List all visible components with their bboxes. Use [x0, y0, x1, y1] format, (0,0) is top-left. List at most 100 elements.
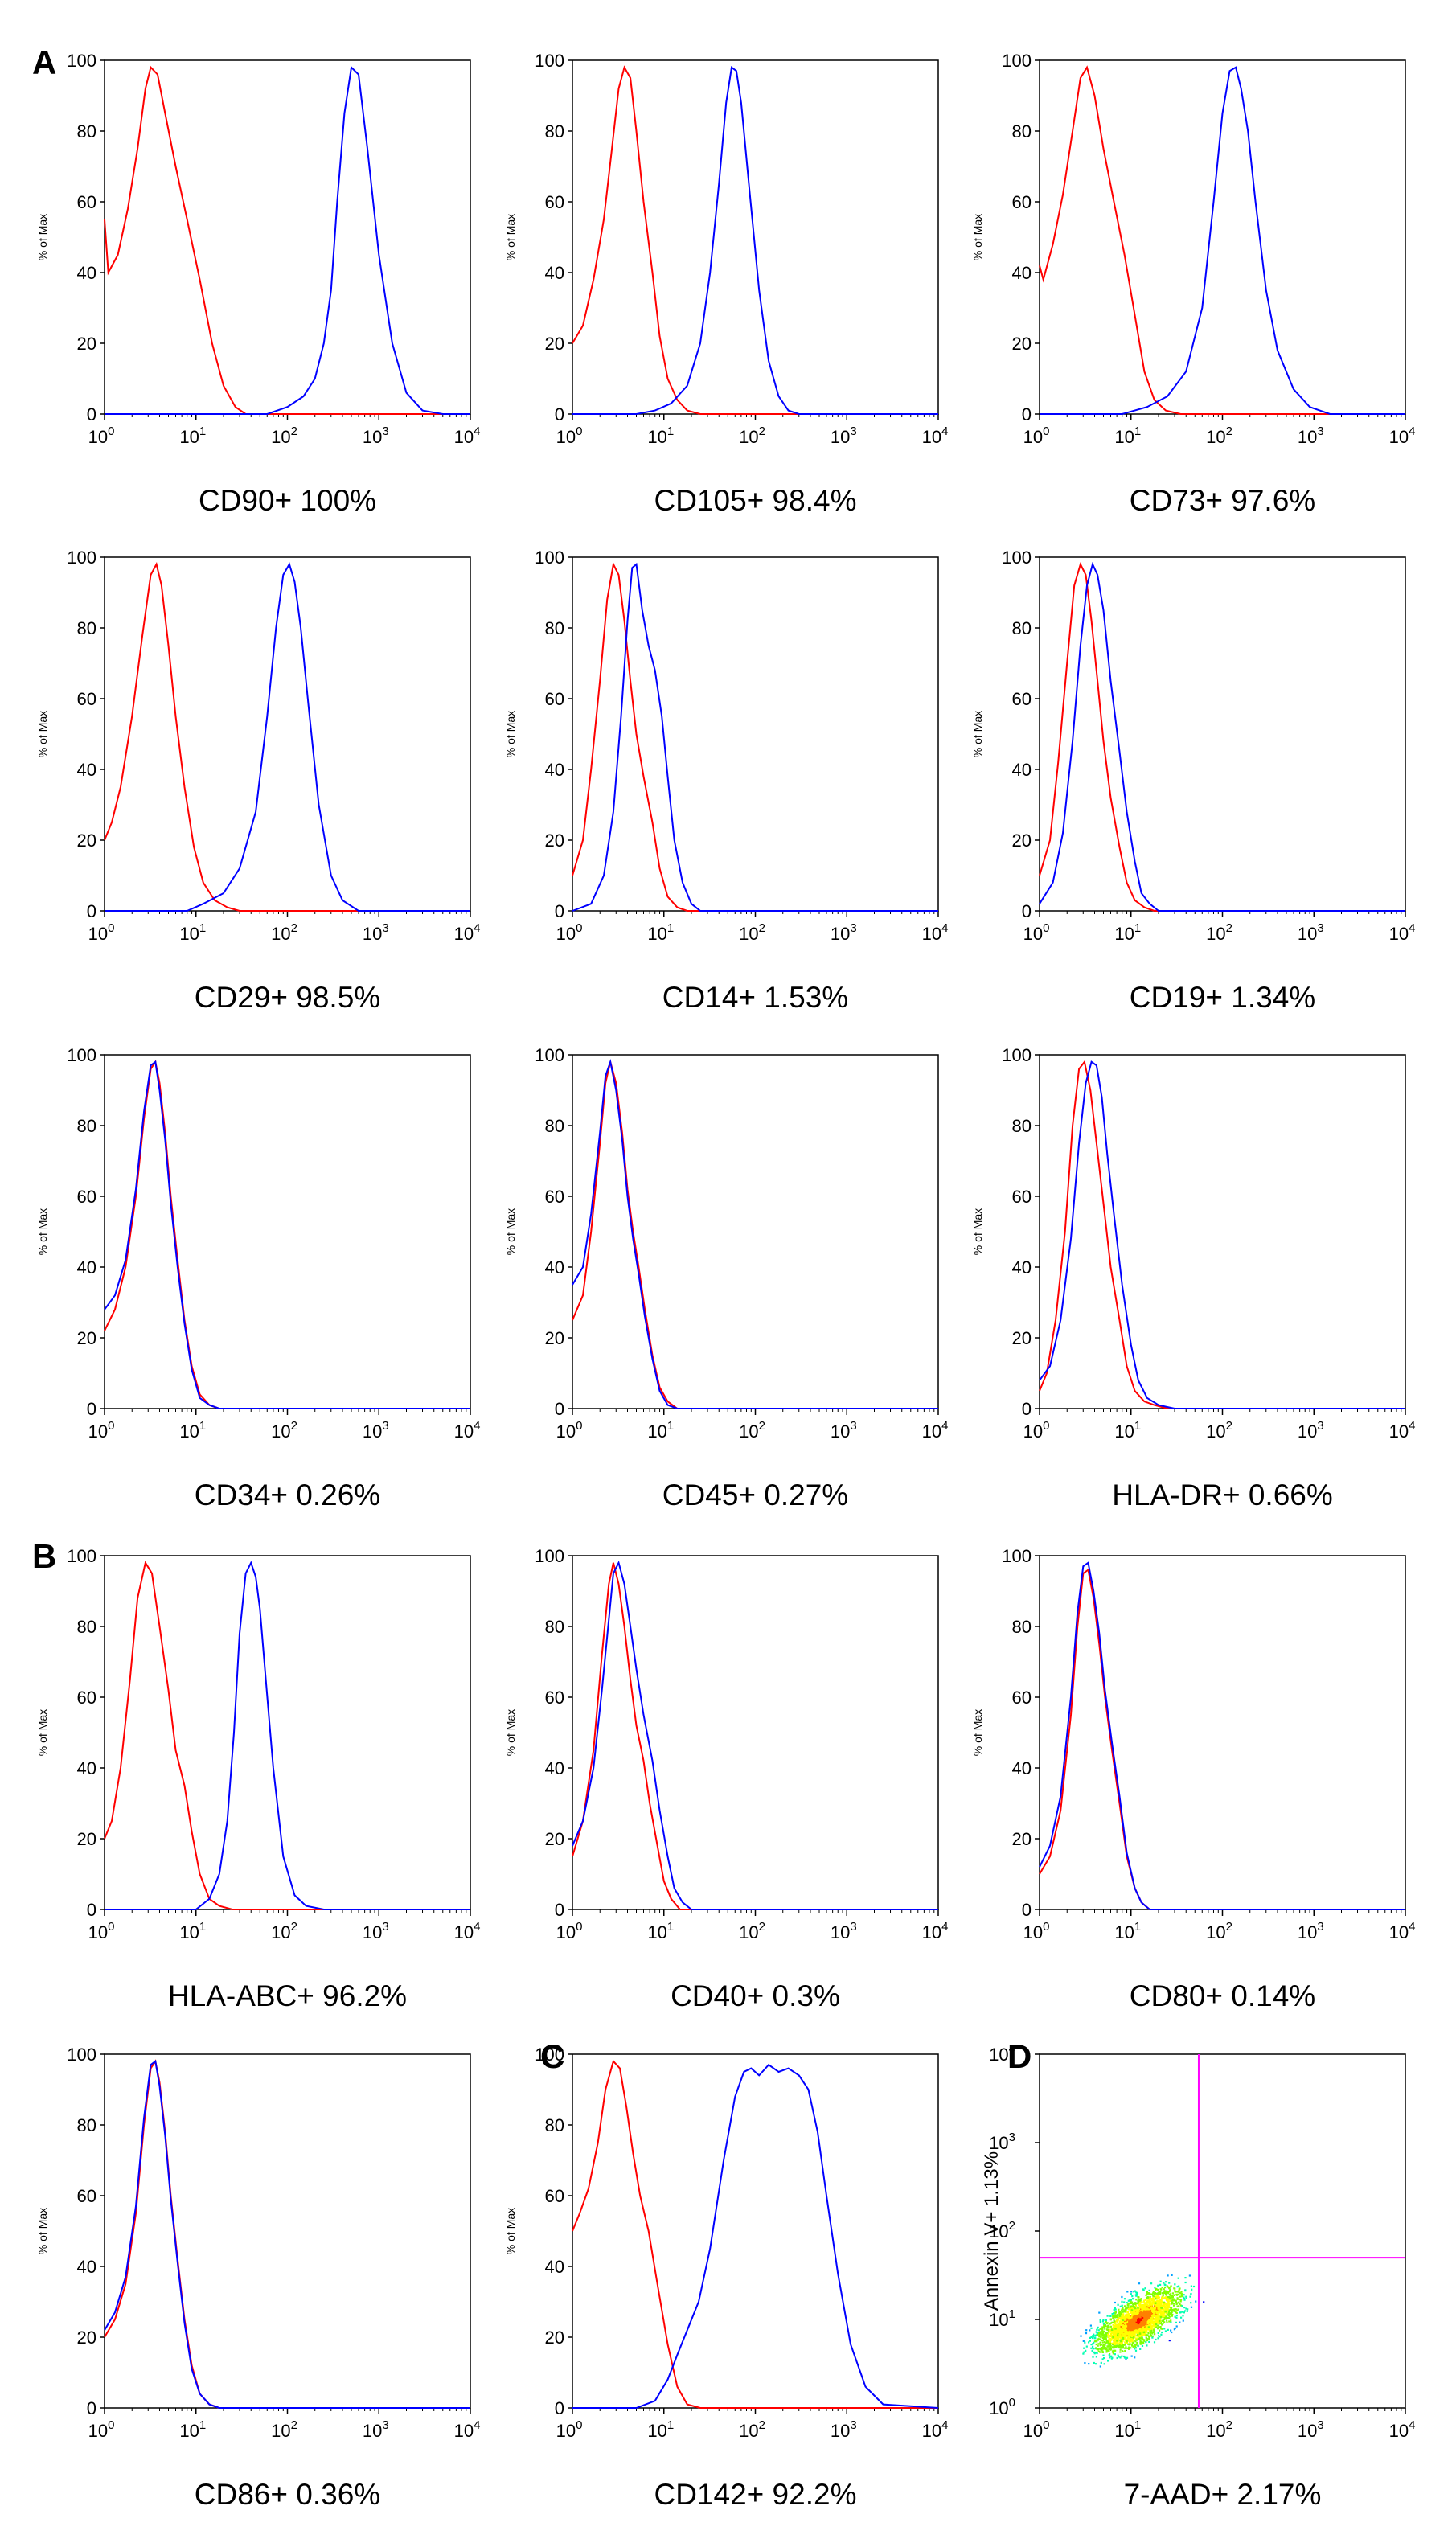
y-tick-label: 0 — [555, 404, 564, 424]
scatter-point — [1159, 2306, 1161, 2308]
scatter-point — [1096, 2352, 1098, 2355]
scatter-point — [1080, 2335, 1082, 2337]
scatter-point — [1178, 2289, 1180, 2292]
scatter-point — [1134, 2345, 1137, 2348]
scatter-point — [1152, 2311, 1155, 2315]
scatter-point — [1150, 2315, 1152, 2318]
y-axis-label: % of Max — [504, 1208, 517, 1255]
scatter-point — [1175, 2311, 1178, 2314]
tick-base: 10 — [1298, 1922, 1317, 1942]
scatter-point — [1138, 2335, 1142, 2337]
scatter-point — [1115, 2346, 1118, 2348]
scatter-point — [1155, 2301, 1157, 2303]
scatter-point — [1150, 2326, 1153, 2328]
chart-caption: CD86+ 0.36% — [195, 2478, 380, 2511]
tick-base: 10 — [363, 427, 382, 447]
scatter-point — [1145, 2329, 1148, 2332]
scatter-point — [1117, 2303, 1119, 2306]
scatter-point — [1133, 2319, 1136, 2323]
scatter-point — [1188, 2274, 1191, 2277]
scatter-point — [1163, 2287, 1167, 2289]
x-tick-label: 101 — [1114, 1920, 1141, 1942]
scatter-point — [1164, 2308, 1167, 2311]
scatter-point — [1130, 2335, 1134, 2338]
scatter-point — [1146, 2304, 1148, 2307]
scatter-point — [1090, 2327, 1093, 2329]
scatter-point — [1150, 2306, 1152, 2309]
scatter-point — [1179, 2300, 1182, 2303]
scatter-point — [1145, 2315, 1147, 2317]
scatter-point — [1157, 2288, 1159, 2291]
scatter-point — [1138, 2331, 1141, 2334]
scatter-point — [1116, 2356, 1118, 2360]
scatter-point — [1100, 2339, 1102, 2342]
scatter-point — [1120, 2325, 1122, 2328]
tick-exponent: 3 — [850, 921, 856, 935]
scatter-point — [1159, 2307, 1162, 2311]
scatter-point — [1130, 2291, 1133, 2293]
scatter-point — [1173, 2299, 1175, 2302]
tick-exponent: 4 — [1409, 424, 1415, 438]
scatter-point — [1101, 2326, 1104, 2328]
tick-base: 10 — [1023, 924, 1043, 944]
tick-exponent: 3 — [382, 921, 388, 935]
scatter-point — [1116, 2337, 1118, 2340]
y-tick-label: 0 — [1022, 1900, 1032, 1920]
scatter-point — [1143, 2340, 1146, 2342]
scatter-point — [1124, 2341, 1126, 2344]
scatter-point — [1120, 2328, 1122, 2331]
scatter-point — [1159, 2315, 1161, 2318]
scatter-point — [1114, 2344, 1117, 2347]
scatter-point — [1105, 2328, 1109, 2331]
scatter-point — [1101, 2358, 1104, 2360]
scatter-point — [1156, 2298, 1159, 2300]
scatter-point — [1147, 2326, 1150, 2328]
scatter-point — [1108, 2336, 1110, 2339]
tick-exponent: 1 — [199, 921, 206, 935]
marker-histogram-line — [572, 2063, 939, 2409]
scatter-point — [1093, 2352, 1096, 2355]
y-axis-label: % of Max — [36, 1208, 49, 1255]
scatter-point — [1171, 2301, 1173, 2304]
scatter-point — [1137, 2302, 1139, 2304]
tick-base: 10 — [88, 924, 108, 944]
scatter-point — [1146, 2334, 1149, 2336]
scatter-point — [1114, 2311, 1116, 2314]
scatter-point — [1092, 2345, 1094, 2348]
scatter-point — [1141, 2301, 1143, 2303]
scatter-point — [1146, 2322, 1150, 2324]
tick-base: 10 — [647, 1421, 666, 1442]
scatter-point — [1138, 2326, 1142, 2328]
scatter-point — [1114, 2307, 1116, 2310]
scatter-point — [1127, 2307, 1130, 2311]
y-tick-label: 40 — [77, 760, 96, 780]
scatter-point — [1117, 2329, 1119, 2332]
scatter-point — [1148, 2303, 1151, 2306]
chart-caption: CD80+ 0.14% — [1130, 1979, 1315, 2012]
scatter-point — [1101, 2331, 1104, 2333]
scatter-point — [1164, 2284, 1167, 2287]
scatter-point — [1128, 2299, 1131, 2302]
tick-exponent: 2 — [1226, 424, 1232, 438]
scatter-point — [1152, 2291, 1155, 2293]
y-tick-label: 80 — [545, 1617, 564, 1637]
scatter-point — [1155, 2292, 1158, 2295]
scatter-point — [1119, 2356, 1122, 2359]
scatter-point — [1119, 2340, 1122, 2343]
scatter-point — [1122, 2337, 1125, 2340]
scatter-point — [1131, 2320, 1134, 2323]
scatter-point — [1128, 2313, 1130, 2315]
tick-exponent: 2 — [291, 921, 297, 935]
scatter-point — [1148, 2329, 1150, 2332]
x-tick-label: 104 — [1389, 424, 1416, 447]
tick-exponent: 1 — [667, 1419, 674, 1433]
scatter-point — [1174, 2290, 1176, 2292]
scatter-point — [1126, 2320, 1128, 2323]
tick-base: 10 — [556, 1922, 576, 1942]
scatter-point — [1159, 2299, 1162, 2301]
y-tick-label: 100 — [535, 1546, 564, 1566]
scatter-point — [1111, 2351, 1114, 2353]
scatter-point — [1122, 2319, 1125, 2321]
scatter-point — [1140, 2332, 1142, 2334]
scatter-point — [1137, 2322, 1140, 2325]
